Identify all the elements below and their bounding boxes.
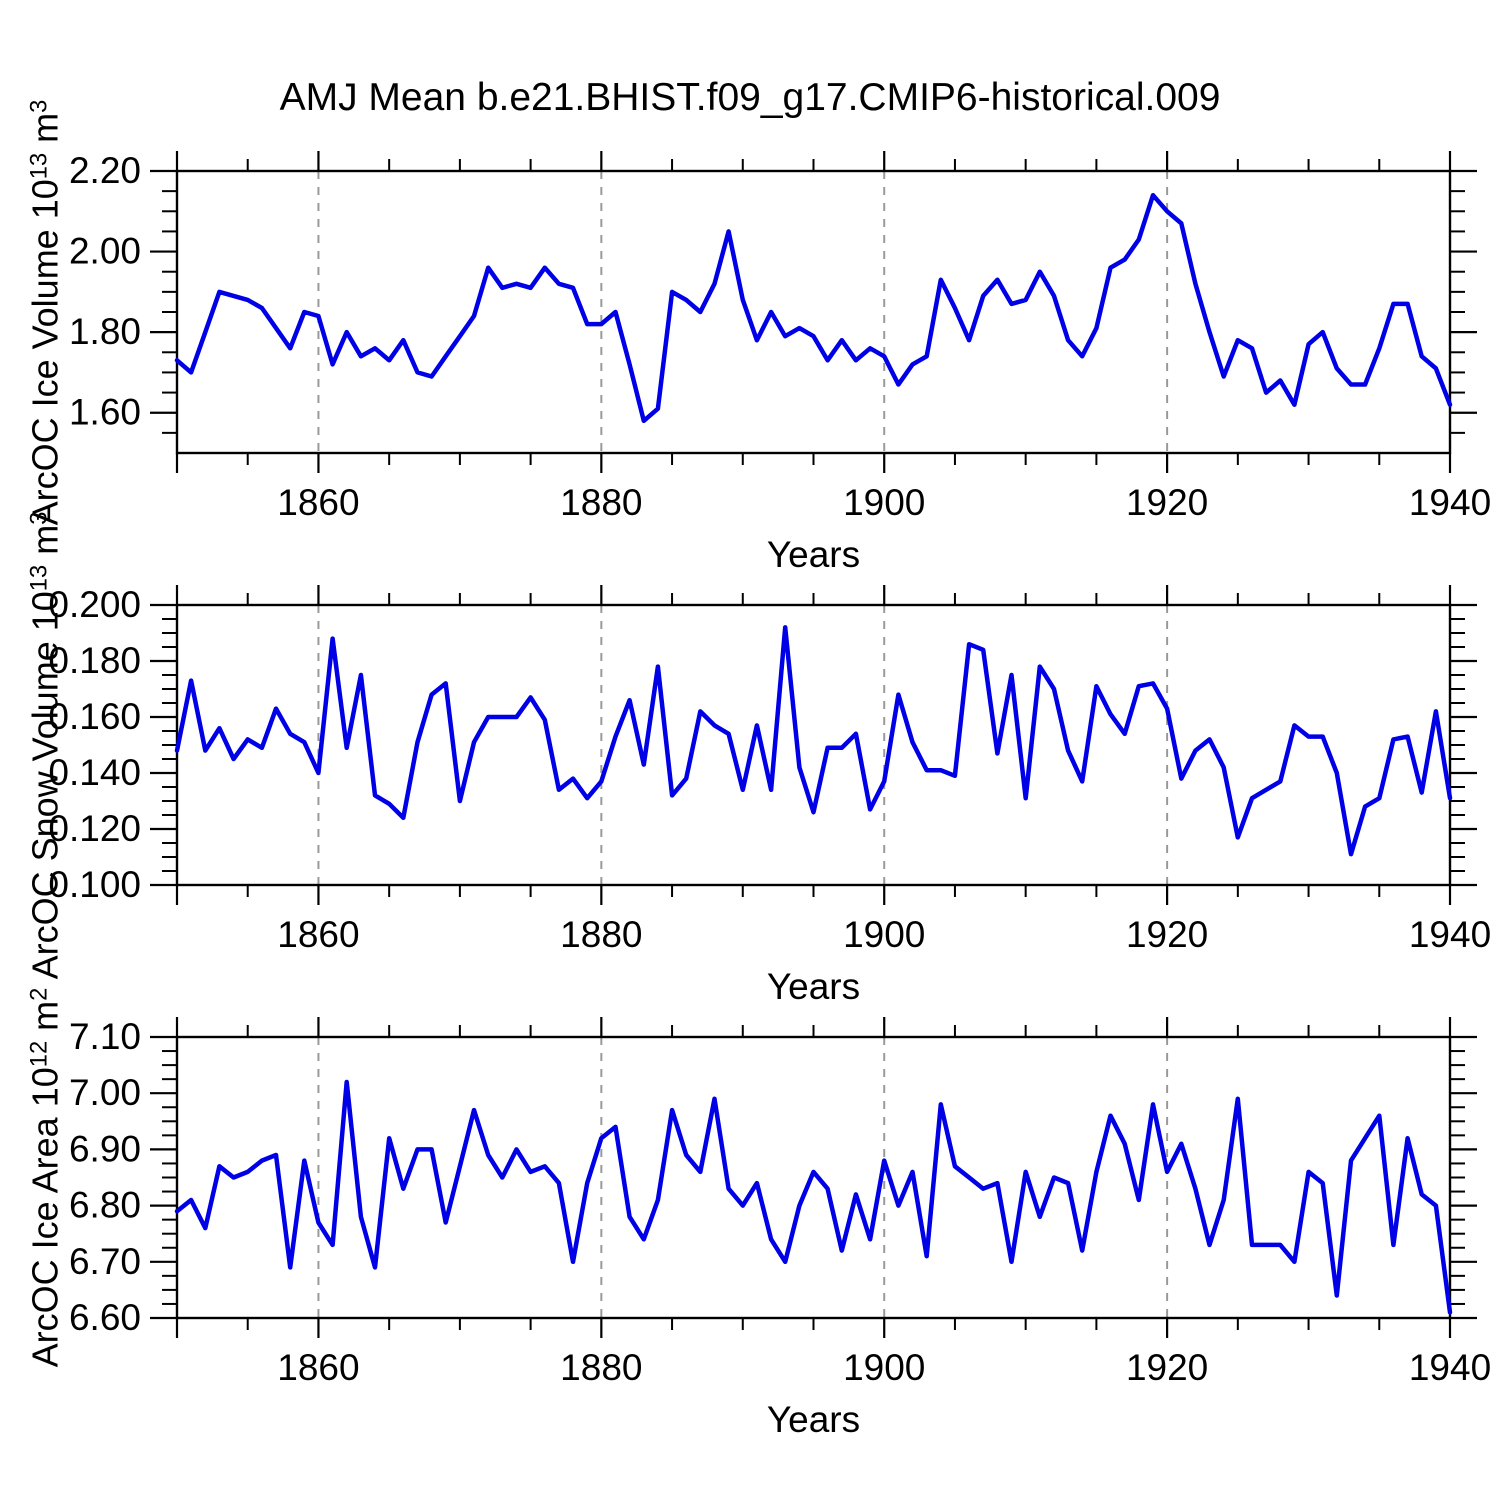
y-axis-title-ice-area: ArcOC Ice Area 1012 m2 — [0, 988, 90, 1368]
y-axis-title-snow-volume: ArcOC Snow Volume 1013 m3 — [0, 511, 90, 979]
x-tick-label: 1940 — [1409, 1347, 1491, 1388]
x-axis-title: Years — [767, 966, 860, 1007]
x-tick-label: 1880 — [560, 914, 642, 955]
x-tick-label: 1920 — [1126, 482, 1208, 523]
y-tick-label: 2.00 — [69, 231, 141, 272]
x-tick-label: 1900 — [843, 914, 925, 955]
x-tick-label: 1920 — [1126, 1347, 1208, 1388]
x-tick-label: 1900 — [843, 1347, 925, 1388]
series-line-arcoc-ice-area — [174, 1079, 1453, 1315]
y-tick-label: 0.180 — [48, 640, 141, 681]
y-tick-label: 6.80 — [69, 1185, 141, 1226]
series-line-arcoc-snow-volume — [174, 625, 1453, 857]
y-tick-label: 7.10 — [69, 1016, 141, 1057]
y-axis-title-text: ArcOC Snow Volume 1013 m3 — [24, 511, 66, 979]
y-tick-label: 0.100 — [48, 864, 141, 905]
x-tick-label: 1940 — [1409, 914, 1491, 955]
y-tick-label: 2.20 — [69, 150, 141, 191]
y-tick-label: 0.200 — [48, 584, 141, 625]
x-tick-label: 1860 — [277, 914, 359, 955]
y-tick-label: 1.60 — [69, 392, 141, 433]
y-tick-label: 6.90 — [69, 1128, 141, 1169]
y-tick-label: 0.160 — [48, 696, 141, 737]
x-tick-label: 1860 — [277, 1347, 359, 1388]
y-axis-title-text: ArcOC Ice Area 1012 m2 — [24, 987, 66, 1368]
y-axis-title-text: ArcOC Ice Volume 1013 m3 — [24, 99, 66, 525]
x-tick-label: 1900 — [843, 482, 925, 523]
y-axis-title-ice-volume: ArcOC Ice Volume 1013 m3 — [0, 99, 90, 525]
y-tick-label: 7.00 — [69, 1072, 141, 1113]
x-tick-label: 1940 — [1409, 482, 1491, 523]
x-axis-title: Years — [767, 1399, 860, 1440]
panel-frame — [175, 169, 1452, 455]
x-tick-label: 1920 — [1126, 914, 1208, 955]
x-tick-label: 1880 — [560, 482, 642, 523]
series-line-arcoc-ice-volume — [174, 192, 1453, 424]
y-tick-label: 6.70 — [69, 1241, 141, 1282]
figure-title: AMJ Mean b.e21.BHIST.f09_g17.CMIP6-histo… — [279, 76, 1221, 119]
y-tick-label: 0.140 — [48, 752, 141, 793]
x-tick-label: 1880 — [560, 1347, 642, 1388]
y-tick-label: 0.120 — [48, 808, 141, 849]
y-tick-label: 1.80 — [69, 311, 141, 352]
y-tick-label: 6.60 — [69, 1297, 141, 1338]
x-tick-label: 1860 — [277, 482, 359, 523]
x-axis-title: Years — [767, 534, 860, 575]
